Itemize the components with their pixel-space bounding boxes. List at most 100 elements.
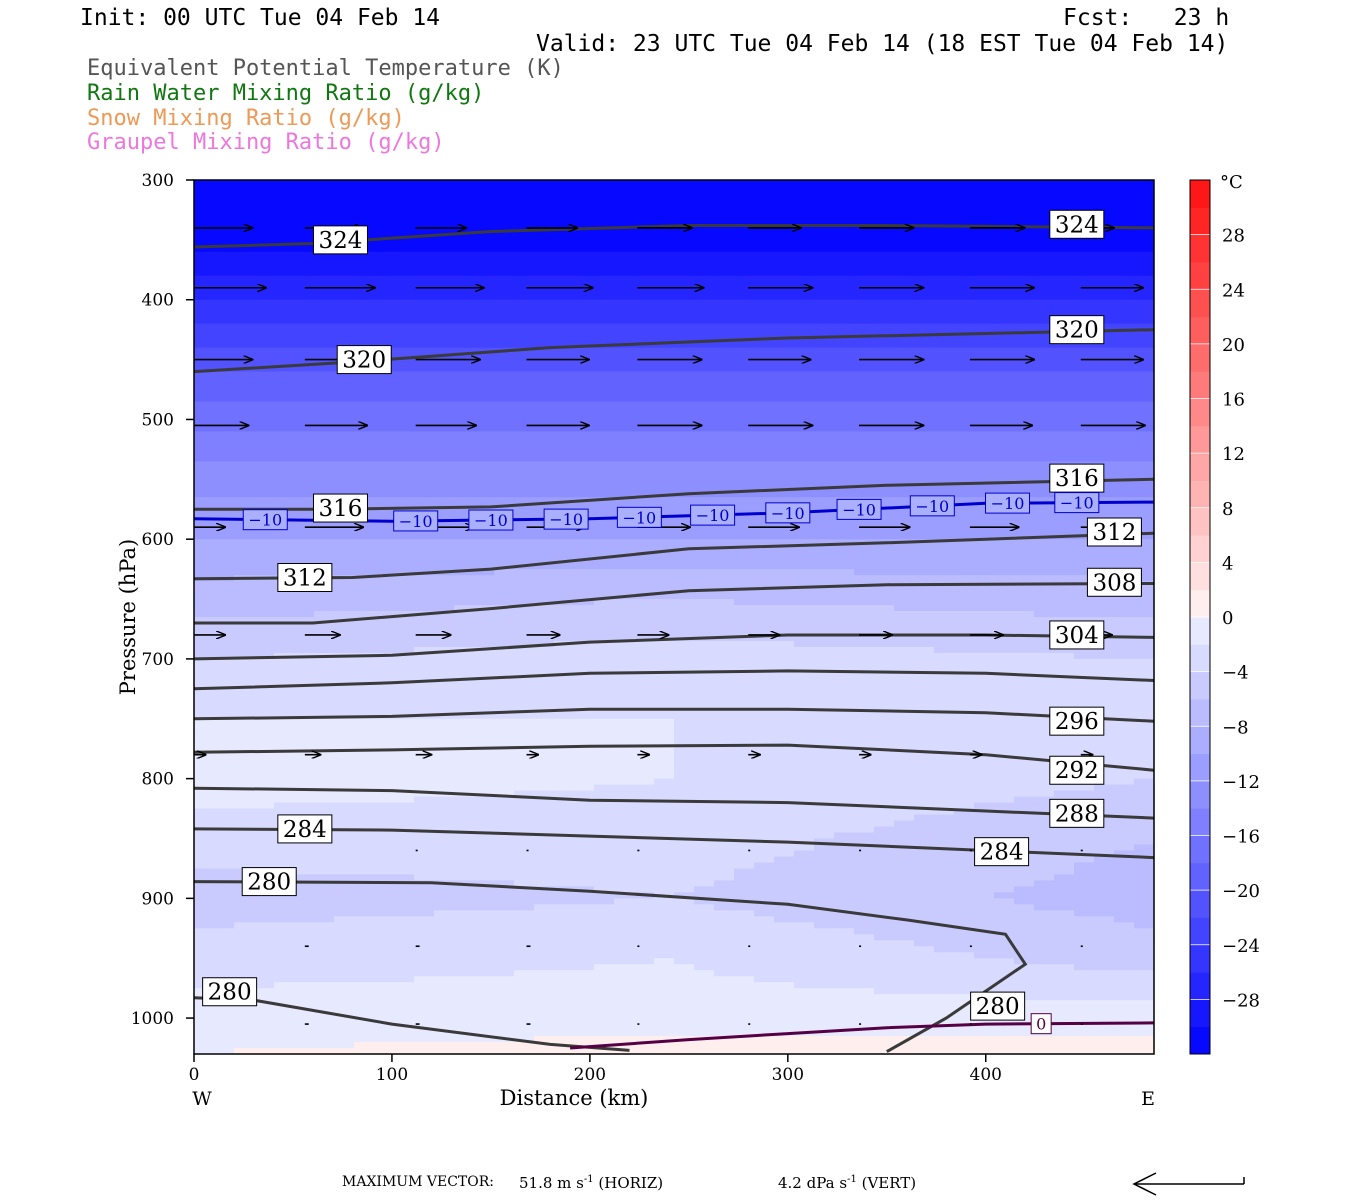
shading-cell [214,952,235,959]
shading-cell [774,587,795,594]
shading-cell [214,287,235,295]
shading-cell [814,455,835,462]
shading-cell [554,209,575,217]
shading-cell [434,940,455,947]
shading-cell [234,299,255,307]
shading-cell [794,533,815,540]
shading-cell [794,479,815,486]
shading-cell [554,718,575,726]
shading-cell [254,1030,275,1037]
shading-cell [294,359,315,367]
shading-cell [534,958,555,965]
shading-cell [614,479,635,486]
shading-cell [354,646,375,654]
shading-cell [654,605,675,612]
shading-cell [314,856,335,864]
shading-cell [494,664,515,672]
shading-cell [534,443,555,450]
shading-cell [274,958,295,965]
shading-cell [274,1012,295,1019]
shading-cell [614,748,635,756]
shading-cell [354,856,375,864]
shading-cell [234,341,255,349]
shading-cell [334,1048,355,1054]
shading-cell [534,491,555,498]
shading-cell [674,263,695,271]
shading-cell [354,934,375,941]
shading-cell [834,491,855,498]
shading-cell [494,251,515,259]
shading-cell [634,305,655,313]
shading-cell [534,527,555,534]
shading-cell [614,233,635,241]
shading-cell [214,754,235,762]
shading-cell [494,449,515,456]
shading-cell [574,311,595,319]
shading-cell [374,640,395,648]
shading-cell [814,796,835,804]
shading-cell [494,545,515,552]
shading-cell [634,413,655,421]
shading-cell [454,365,475,373]
shading-cell [714,622,735,630]
shading-cell [834,527,855,534]
shading-cell [854,682,875,690]
shading-cell [454,515,475,522]
shading-cell [534,904,555,911]
shading-cell [474,575,495,582]
shading-cell [694,664,715,672]
shading-cell [574,634,595,642]
shading-cell [754,808,775,816]
shading-cell [614,652,635,660]
shading-cell [374,856,395,864]
shading-cell [194,227,215,235]
shading-cell [314,1012,335,1019]
shading-cell [654,874,675,881]
shading-cell [434,694,455,702]
shading-cell [534,646,555,654]
shading-cell [394,269,415,277]
shading-cell [234,796,255,804]
shading-cell [614,1000,635,1007]
shading-cell [194,754,215,762]
shading-cell [754,389,775,397]
shading-cell [474,964,495,971]
shading-cell [274,233,295,241]
shading-cell [874,233,895,241]
shading-cell [594,180,615,187]
shading-cell [334,1006,355,1013]
shading-cell [574,431,595,439]
shading-cell [454,395,475,403]
shading-cell [454,251,475,259]
shading-cell [394,533,415,540]
shading-cell [354,455,375,462]
shading-cell [334,527,355,534]
shading-cell [234,407,255,415]
shading-cell [814,820,835,828]
shading-cell [854,964,875,971]
shading-cell [694,593,715,600]
shading-cell [394,227,415,235]
shading-cell [294,766,315,774]
shading-cell [594,700,615,708]
shading-cell [694,676,715,684]
shading-cell [754,748,775,756]
shading-cell [234,581,255,588]
shading-cell [314,521,335,528]
shading-cell [294,401,315,409]
shading-cell [574,916,595,923]
shading-cell [634,221,655,229]
shading-cell [614,197,635,205]
shading-cell [854,461,875,468]
shading-cell [274,593,295,600]
shading-cell [374,802,395,810]
shading-cell [274,407,295,415]
shading-cell [454,407,475,415]
shading-cell [634,1030,655,1037]
shading-cell [394,640,415,648]
shading-cell [814,401,835,409]
shading-cell [354,180,375,187]
shading-cell [214,934,235,941]
shading-cell [554,467,575,474]
shading-cell [694,970,715,977]
